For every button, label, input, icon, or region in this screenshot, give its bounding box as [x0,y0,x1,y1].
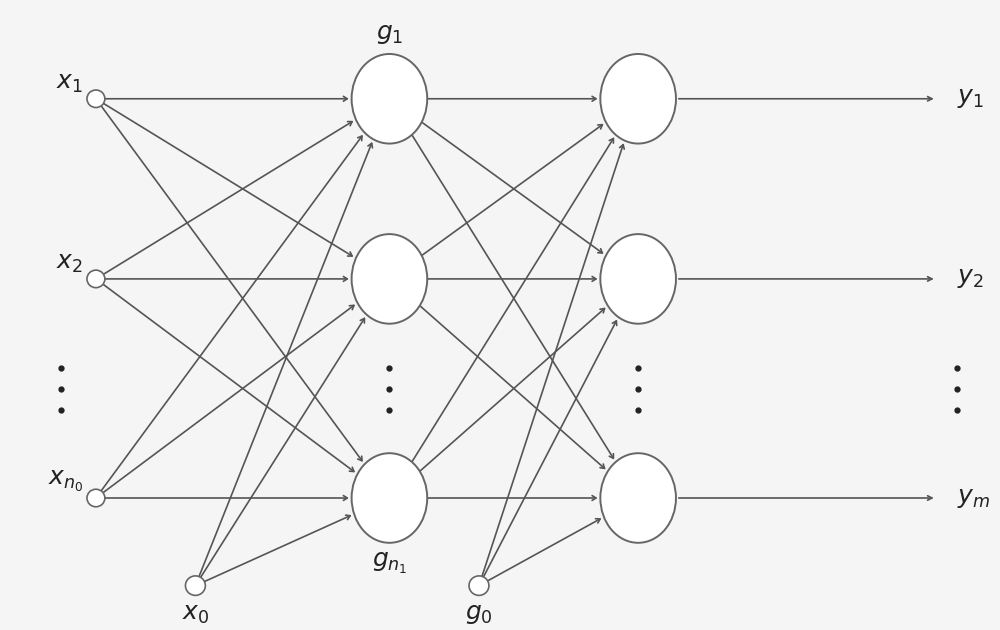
Text: $g_1$: $g_1$ [376,23,403,46]
Ellipse shape [87,270,105,288]
Text: $g_{n_1}$: $g_{n_1}$ [372,551,407,576]
Ellipse shape [469,576,489,595]
Ellipse shape [87,90,105,108]
Ellipse shape [352,234,427,324]
Text: $x_1$: $x_1$ [56,72,83,95]
Text: $x_2$: $x_2$ [56,252,83,275]
Text: $x_{n_0}$: $x_{n_0}$ [48,469,83,494]
Text: $y_1$: $y_1$ [957,88,983,110]
Ellipse shape [352,453,427,543]
Ellipse shape [600,453,676,543]
Text: $g_0$: $g_0$ [465,603,493,626]
Text: $x_0$: $x_0$ [182,603,209,626]
Ellipse shape [352,54,427,144]
Text: $y_m$: $y_m$ [957,486,990,510]
Ellipse shape [600,234,676,324]
Ellipse shape [600,54,676,144]
Ellipse shape [185,576,205,595]
Ellipse shape [87,490,105,507]
Text: $y_2$: $y_2$ [957,267,983,290]
